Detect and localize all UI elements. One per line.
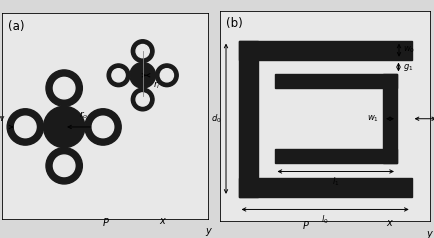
Circle shape [131, 88, 154, 111]
Text: $x$: $x$ [385, 218, 394, 228]
Bar [274, 74, 396, 88]
Bar [274, 149, 396, 163]
Bar [382, 74, 396, 163]
Text: $y$: $y$ [425, 229, 434, 238]
Text: $l_1$: $l_1$ [331, 176, 339, 188]
Text: $w_0$: $w_0$ [402, 45, 414, 55]
Text: $P$: $P$ [302, 218, 309, 231]
Bar [238, 41, 257, 197]
Text: $l_0$: $l_0$ [321, 214, 328, 226]
Circle shape [112, 69, 125, 82]
Circle shape [14, 116, 36, 138]
Text: (b): (b) [226, 17, 242, 30]
Circle shape [92, 116, 113, 138]
Text: $P$: $P$ [101, 216, 109, 228]
Circle shape [7, 109, 43, 145]
Circle shape [43, 106, 85, 148]
Circle shape [160, 69, 173, 82]
Circle shape [155, 64, 178, 87]
Text: $w_1$: $w_1$ [366, 114, 378, 124]
Text: $r_i$: $r_i$ [153, 79, 161, 91]
Text: (a): (a) [8, 20, 25, 33]
Bar [238, 178, 411, 197]
Text: $y$: $y$ [204, 226, 212, 238]
Circle shape [136, 45, 149, 58]
Circle shape [53, 155, 75, 177]
Circle shape [85, 109, 121, 145]
Circle shape [130, 63, 155, 88]
Text: $g_1$: $g_1$ [402, 62, 412, 73]
Text: $d_0$: $d_0$ [210, 113, 221, 125]
Text: $w$: $w$ [0, 114, 6, 123]
Text: $r_o$: $r_o$ [79, 109, 88, 121]
Circle shape [46, 70, 82, 106]
Circle shape [46, 148, 82, 184]
Circle shape [107, 64, 130, 87]
Circle shape [136, 93, 149, 106]
Circle shape [53, 77, 75, 99]
Text: $x$: $x$ [159, 216, 167, 226]
Circle shape [131, 40, 154, 63]
Bar [238, 41, 411, 60]
